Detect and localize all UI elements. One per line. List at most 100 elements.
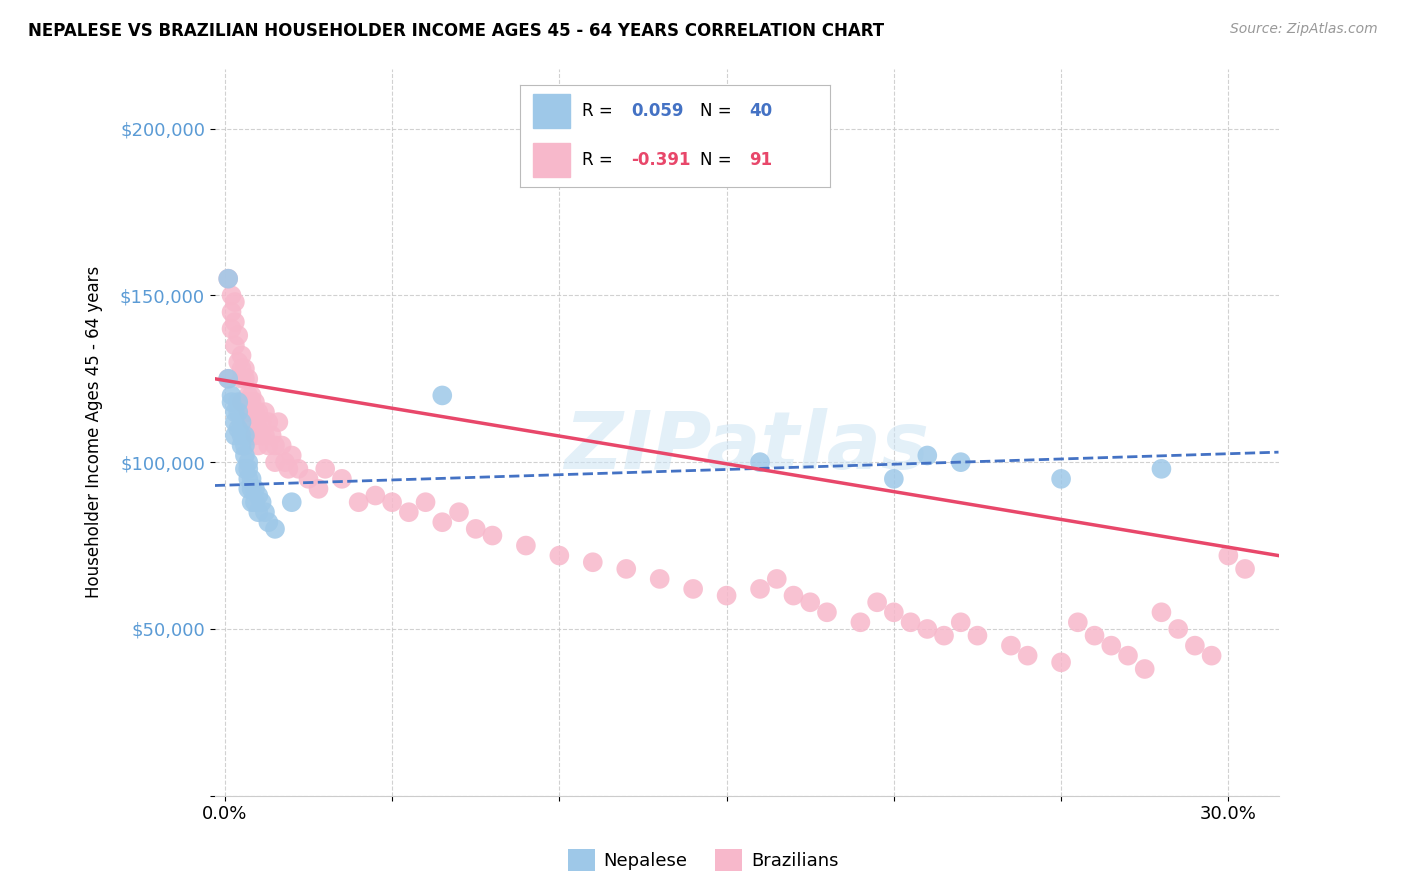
Nepalese <box>238 462 260 476</box>
Brazilians <box>849 615 872 630</box>
Nepalese <box>224 405 246 419</box>
Brazilians <box>253 428 276 442</box>
Text: R =: R = <box>582 151 619 169</box>
Text: -0.391: -0.391 <box>631 151 692 169</box>
Brazilians <box>238 405 260 419</box>
Nepalese <box>240 472 263 486</box>
Brazilians <box>917 622 939 636</box>
Brazilians <box>231 348 253 362</box>
Brazilians <box>217 271 239 285</box>
Text: R =: R = <box>582 102 619 120</box>
Brazilians <box>883 605 905 619</box>
Nepalese <box>233 462 256 476</box>
Nepalese <box>257 515 280 529</box>
Brazilians <box>1133 662 1156 676</box>
Brazilians <box>247 422 270 436</box>
Nepalese <box>231 415 253 429</box>
Nepalese <box>221 395 243 409</box>
Nepalese <box>238 472 260 486</box>
Brazilians <box>238 388 260 402</box>
Nepalese <box>217 271 239 285</box>
Nepalese <box>264 522 287 536</box>
Brazilians <box>224 338 246 352</box>
Brazilians <box>866 595 889 609</box>
Brazilians <box>221 305 243 319</box>
Bar <box>533 94 569 128</box>
Brazilians <box>224 295 246 310</box>
Brazilians <box>464 522 486 536</box>
Brazilians <box>240 415 263 429</box>
Nepalese <box>281 495 304 509</box>
Brazilians <box>614 562 637 576</box>
Brazilians <box>1099 639 1122 653</box>
Brazilians <box>221 322 243 336</box>
Brazilians <box>233 395 256 409</box>
Nepalese <box>253 505 276 519</box>
Brazilians <box>1150 605 1173 619</box>
Brazilians <box>277 462 299 476</box>
Brazilians <box>765 572 787 586</box>
Brazilians <box>582 555 605 569</box>
Brazilians <box>238 372 260 386</box>
Brazilians <box>240 388 263 402</box>
Brazilians <box>749 582 772 596</box>
Brazilians <box>243 395 266 409</box>
Nepalese <box>432 388 454 402</box>
Brazilians <box>815 605 838 619</box>
Brazilians <box>260 428 283 442</box>
Legend: Nepalese, Brazilians: Nepalese, Brazilians <box>561 842 845 879</box>
Brazilians <box>243 428 266 442</box>
Brazilians <box>253 405 276 419</box>
Y-axis label: Householder Income Ages 45 - 64 years: Householder Income Ages 45 - 64 years <box>86 266 103 599</box>
Brazilians <box>432 515 454 529</box>
Text: 0.059: 0.059 <box>631 102 685 120</box>
Brazilians <box>287 462 309 476</box>
Brazilians <box>1201 648 1223 663</box>
Text: 40: 40 <box>749 102 772 120</box>
Nepalese <box>240 482 263 496</box>
Brazilians <box>267 415 290 429</box>
Brazilians <box>270 438 292 452</box>
Nepalese <box>231 438 253 452</box>
Nepalese <box>949 455 972 469</box>
Brazilians <box>900 615 922 630</box>
Brazilians <box>481 528 503 542</box>
Brazilians <box>1218 549 1240 563</box>
Brazilians <box>221 288 243 302</box>
Nepalese <box>247 505 270 519</box>
Nepalese <box>243 482 266 496</box>
Nepalese <box>217 372 239 386</box>
Brazilians <box>264 455 287 469</box>
Nepalese <box>226 422 249 436</box>
Brazilians <box>1116 648 1139 663</box>
Nepalese <box>224 415 246 429</box>
Brazilians <box>308 482 330 496</box>
Brazilians <box>250 415 273 429</box>
Brazilians <box>247 438 270 452</box>
Nepalese <box>221 388 243 402</box>
Brazilians <box>243 405 266 419</box>
Nepalese <box>917 449 939 463</box>
Nepalese <box>247 489 270 503</box>
Nepalese <box>238 482 260 496</box>
Text: 91: 91 <box>749 151 772 169</box>
Brazilians <box>226 328 249 343</box>
Nepalese <box>231 428 253 442</box>
Brazilians <box>274 455 297 469</box>
Text: Source: ZipAtlas.com: Source: ZipAtlas.com <box>1230 22 1378 37</box>
Brazilians <box>548 549 571 563</box>
Text: NEPALESE VS BRAZILIAN HOUSEHOLDER INCOME AGES 45 - 64 YEARS CORRELATION CHART: NEPALESE VS BRAZILIAN HOUSEHOLDER INCOME… <box>28 22 884 40</box>
Nepalese <box>226 395 249 409</box>
Brazilians <box>1000 639 1022 653</box>
Brazilians <box>949 615 972 630</box>
Brazilians <box>226 355 249 369</box>
Nepalese <box>233 428 256 442</box>
Brazilians <box>648 572 671 586</box>
Brazilians <box>240 395 263 409</box>
Brazilians <box>932 629 955 643</box>
Nepalese <box>1150 462 1173 476</box>
Brazilians <box>250 428 273 442</box>
Nepalese <box>238 455 260 469</box>
Bar <box>533 144 569 177</box>
Nepalese <box>233 438 256 452</box>
